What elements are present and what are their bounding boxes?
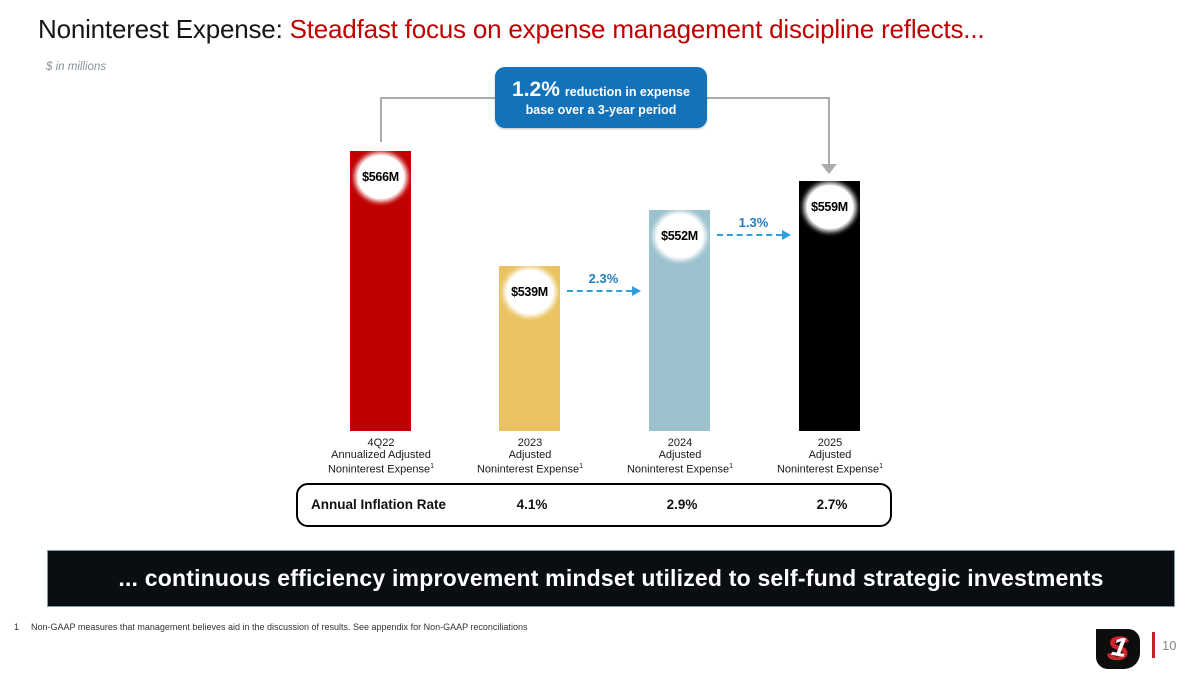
- bar-category-label: 4Q22 Annualized Adjusted Noninterest Expen…: [327, 437, 435, 476]
- growth-arrowhead-icon: [782, 230, 791, 240]
- inflation-rate-box: Annual Inflation Rate 4.1% 2.9% 2.7%: [296, 483, 892, 527]
- bracket-left-horizontal-line: [380, 97, 496, 99]
- callout-text-line1: reduction in expense: [564, 84, 690, 99]
- callout-text-line2: base over a 3-year period: [525, 102, 677, 117]
- footnote-marker: 1: [14, 622, 20, 632]
- inflation-value-2025: 2.7%: [816, 497, 848, 512]
- bracket-right-vertical-line: [828, 97, 830, 165]
- footnote-text: Non-GAAP measures that management believ…: [31, 622, 528, 632]
- title-red-part: Steadfast focus on expense management di…: [289, 14, 985, 44]
- growth-arrow: [717, 234, 782, 236]
- bar-2025: $559M: [799, 181, 860, 431]
- title-black-part: Noninterest Expense:: [38, 14, 290, 44]
- inflation-value-2023: 4.1%: [516, 497, 548, 512]
- bar-value-badge: $539M: [506, 270, 553, 314]
- bar-category-label: 2023 Adjusted Noninterest Expense1: [476, 437, 584, 476]
- bar-4q22: $566M: [350, 151, 411, 431]
- growth-arrowhead-icon: [632, 286, 641, 296]
- growth-arrow: [567, 290, 632, 292]
- growth-arrow-label: 2.3%: [588, 271, 619, 286]
- bracket-down-arrowhead-icon: [821, 164, 837, 174]
- inflation-row-label: Annual Inflation Rate: [311, 497, 446, 512]
- company-logo-icon: S 1: [1096, 629, 1140, 669]
- bar-value-badge: $559M: [806, 185, 853, 229]
- units-note: $ in millions: [46, 61, 107, 73]
- takeaway-banner: ... continuous efficiency improvement mi…: [47, 550, 1175, 607]
- reduction-callout: 1.2% reduction in expense base over a 3-…: [495, 67, 707, 128]
- bar-value-badge: $552M: [656, 214, 703, 258]
- footnote: 1 Non-GAAP measures that management belie…: [14, 622, 527, 632]
- bar-2024: $552M: [649, 210, 710, 431]
- bar-value-badge: $566M: [357, 155, 404, 199]
- page-number-divider: [1152, 632, 1155, 658]
- bar-2023: $539M: [499, 266, 560, 431]
- bracket-left-vertical-line: [380, 97, 382, 142]
- callout-percentage: 1.2%: [512, 77, 560, 101]
- bar-category-label: 2025 Adjusted Noninterest Expense1: [776, 437, 884, 476]
- bar-category-label: 2024 Adjusted Noninterest Expense1: [626, 437, 734, 476]
- takeaway-banner-text: ... continuous efficiency improvement mi…: [118, 565, 1104, 591]
- inflation-value-2024: 2.9%: [666, 497, 698, 512]
- page-number: 10: [1162, 638, 1177, 653]
- growth-arrow-label: 1.3%: [738, 215, 769, 230]
- logo-letter-s: S: [1106, 630, 1130, 668]
- page-title: Noninterest Expense: Steadfast focus on …: [38, 14, 985, 45]
- bracket-right-horizontal-line: [706, 97, 830, 99]
